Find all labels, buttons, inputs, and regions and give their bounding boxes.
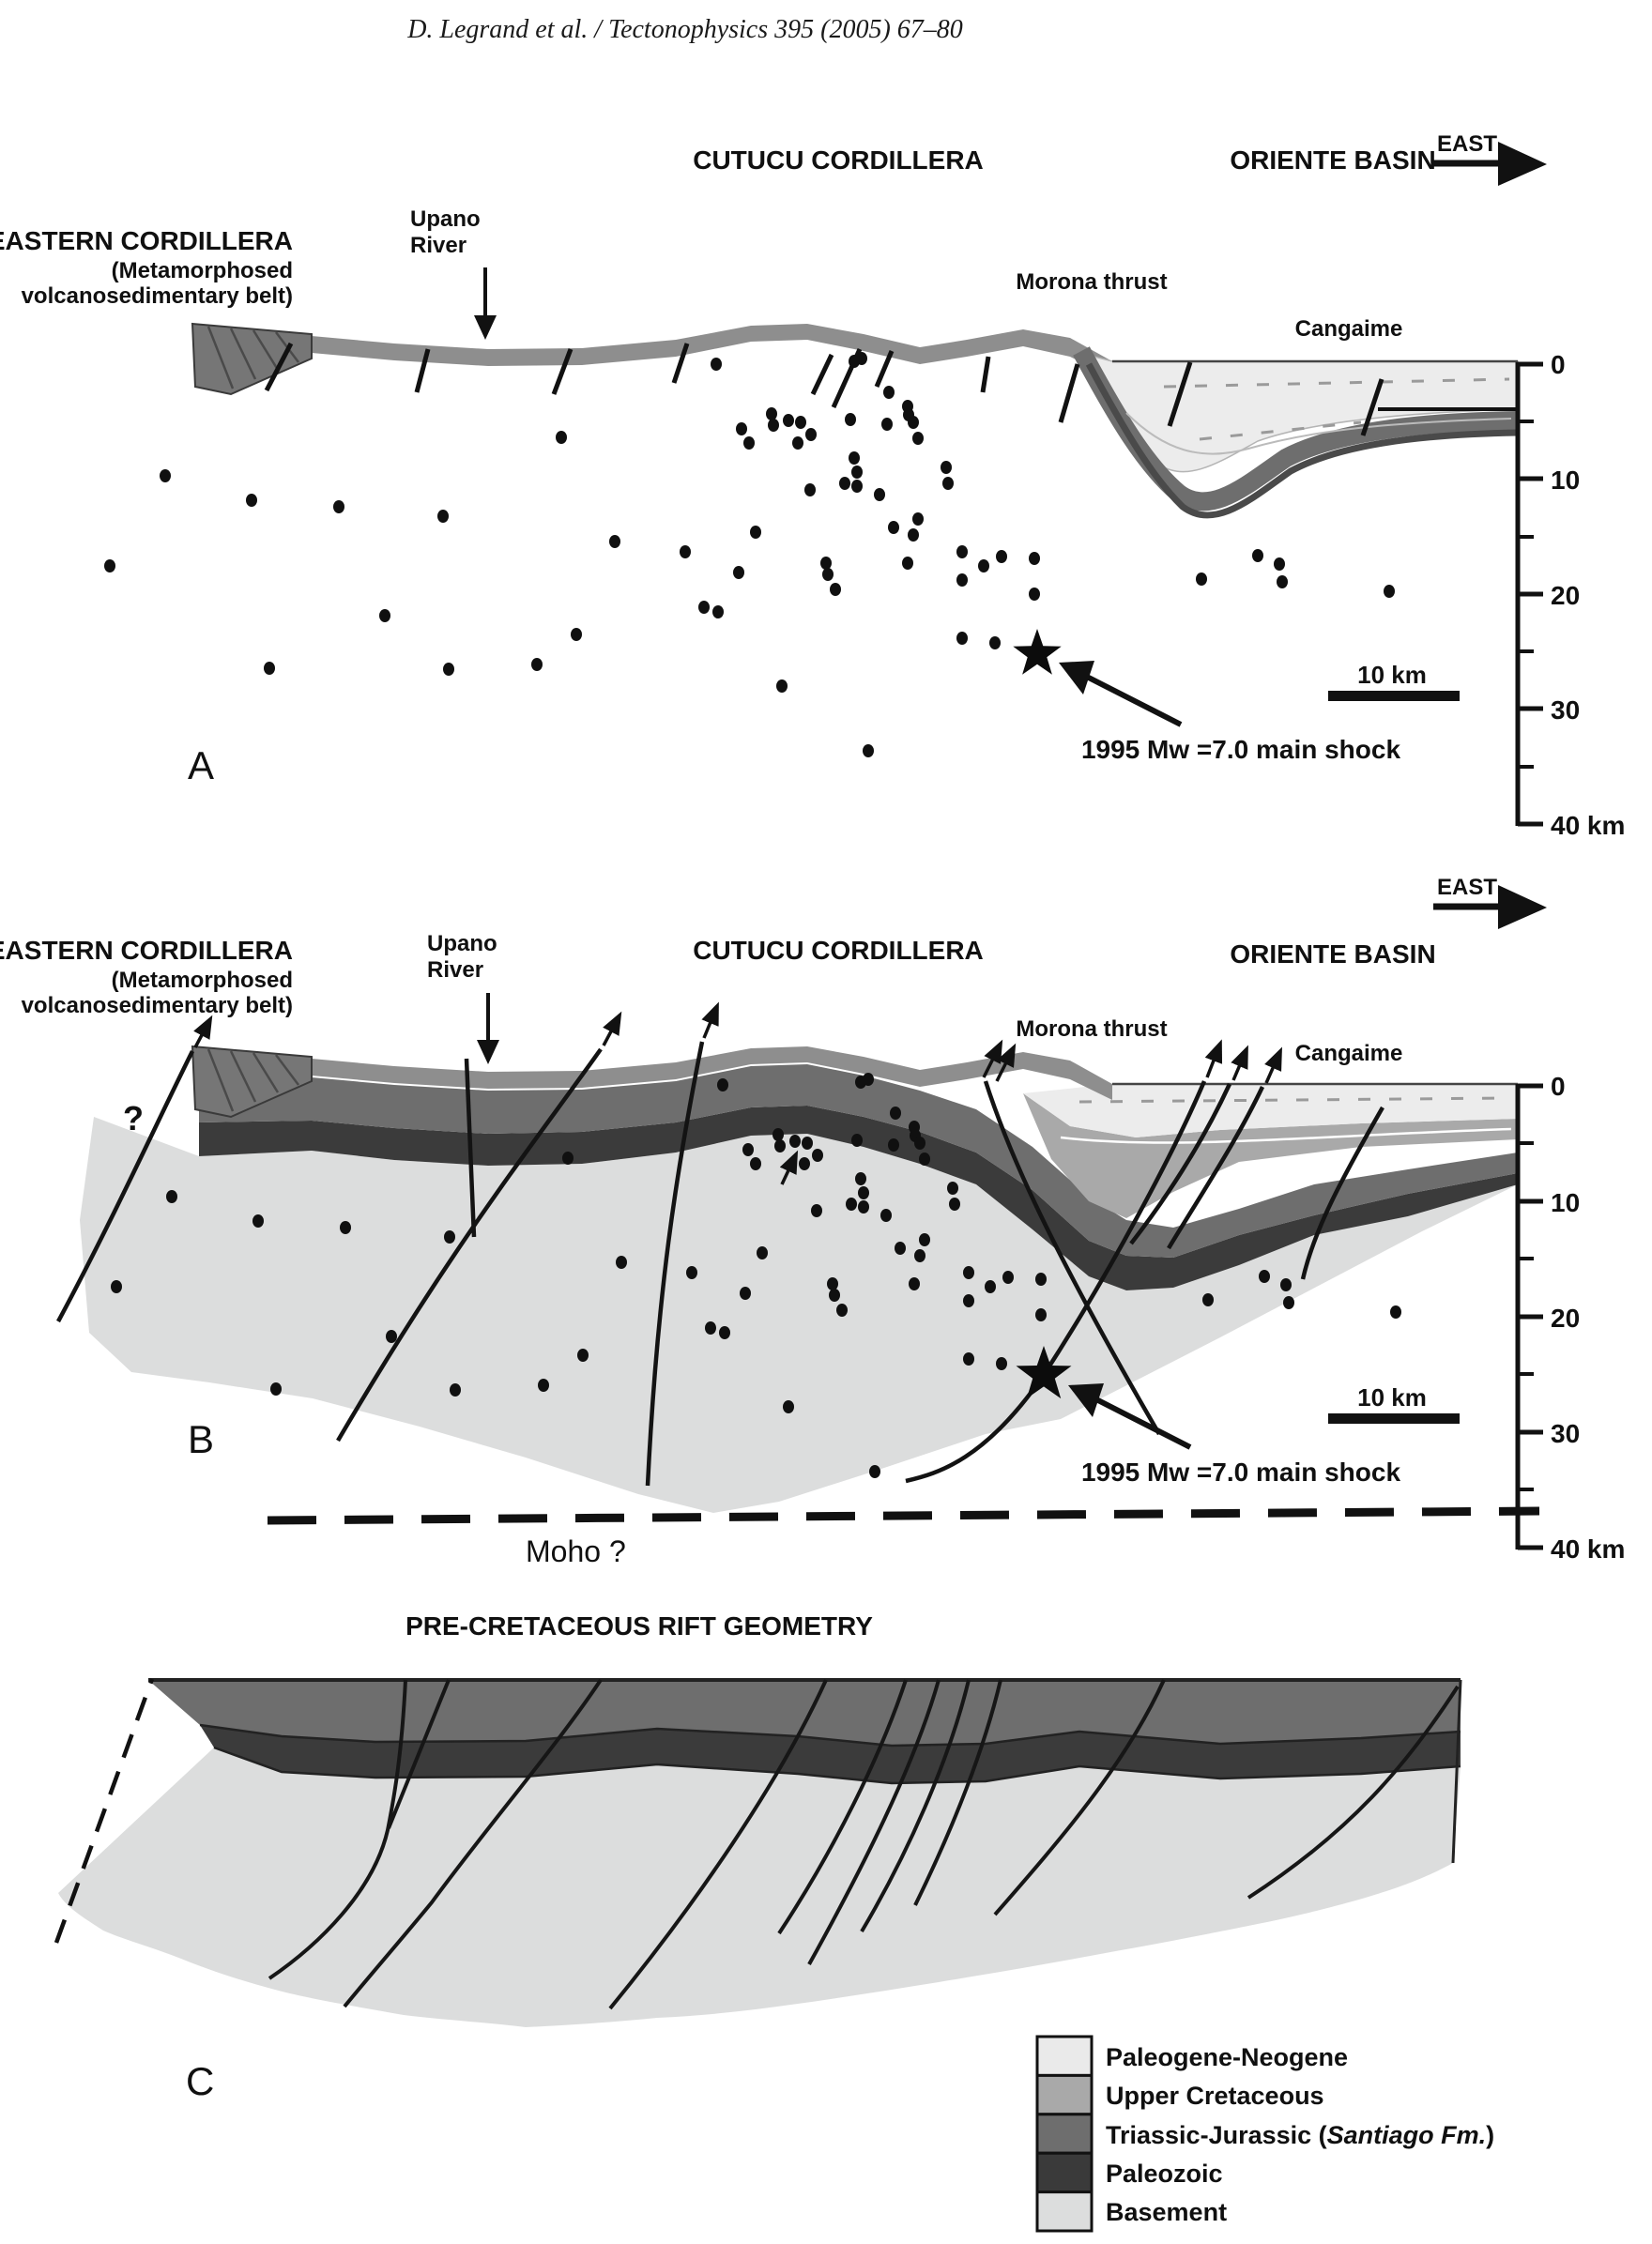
metamorphic-belt-block-b	[191, 1045, 313, 1119]
cangaime-label-a: Cangaime	[1295, 316, 1403, 342]
stratigraphy-legend: Paleogene-Neogene Upper Cretaceous Trias…	[1035, 2035, 1494, 2233]
fault-motion-arrows-b	[193, 1001, 1282, 1185]
legend-label-triassic-jurassic: Triassic-Jurassic (Santiago Fm.)	[1106, 2121, 1494, 2149]
cutucu-label-a: CUTUCU CORDILLERA	[693, 145, 984, 175]
upano-river-label-b: Upano	[427, 931, 497, 956]
depth-axis-labels-a: 0 10 20 30 40 km	[1551, 350, 1625, 840]
legend-label-paleogene: Paleogene-Neogene	[1106, 2043, 1348, 2071]
upano-arrow-head-icon	[474, 315, 497, 340]
oriente-label-a: ORIENTE BASIN	[1230, 145, 1435, 175]
hypocenter-dots-b	[111, 1073, 1401, 1478]
svg-text:volcanosedimentary belt): volcanosedimentary belt)	[22, 993, 293, 1018]
mainshock-label-b: 1995 Mw =7.0 main shock	[1081, 1458, 1400, 1487]
mainshock-star-a	[1013, 629, 1062, 675]
svg-text:0: 0	[1551, 1072, 1566, 1101]
eroded-edge-dashed-line	[54, 1678, 155, 1944]
eastern-cordillera-label-b: EASTERN CORDILLERA	[0, 936, 293, 965]
moho-line	[267, 1506, 1540, 1525]
legend-label-upper-cretaceous: Upper Cretaceous	[1106, 2082, 1324, 2110]
mainshock-arrow-b	[1089, 1394, 1192, 1450]
upano-arrow-head-icon	[477, 1040, 499, 1064]
panel-letter-a: A	[188, 743, 214, 787]
basement-body-b	[80, 1117, 1518, 1513]
triassic-jurassic-band-c	[148, 1680, 1461, 1746]
surface-profile-b	[199, 1046, 1112, 1100]
svg-text:10: 10	[1551, 466, 1580, 495]
faults-c	[268, 1678, 1460, 2010]
scalebar-a	[1328, 691, 1460, 701]
depth-axis-a	[1515, 361, 1543, 827]
morona-thrust-label-a: Morona thrust	[1016, 269, 1167, 295]
fault-ticks-a	[264, 342, 1384, 436]
paleozoic-band-c	[200, 1725, 1461, 1783]
question-mark-b: ?	[123, 1099, 144, 1137]
mainshock-arrow-head-icon	[1059, 661, 1094, 695]
faults-b	[56, 1041, 1384, 1487]
panel-letter-b: B	[188, 1417, 214, 1461]
depth-axis-labels-b: 0 10 20 30 40 km	[1551, 1072, 1625, 1564]
metamorphic-belt-block-a	[191, 322, 313, 396]
legend-swatch-triassic-jurassic	[1035, 2113, 1094, 2155]
mainshock-arrow-head-icon	[1068, 1383, 1104, 1417]
scalebar-label-a: 10 km	[1357, 661, 1427, 689]
oriente-basin-strata-b	[1023, 1082, 1518, 1218]
svg-text:0: 0	[1551, 350, 1566, 379]
panel-b: EAST EASTERN CORDILLERA (Metamorphosed v…	[0, 875, 1625, 1568]
mainshock-label-a: 1995 Mw =7.0 main shock	[1081, 735, 1400, 764]
svg-text:River: River	[427, 957, 483, 983]
svg-text:10: 10	[1551, 1188, 1580, 1217]
cutucu-label-b: CUTUCU CORDILLERA	[693, 936, 984, 965]
east-arrow-head-icon	[1498, 885, 1547, 929]
legend-swatch-basement	[1035, 2191, 1094, 2233]
eastern-cordillera-label-a: EASTERN CORDILLERA	[0, 226, 293, 255]
triassic-jurassic-band-b	[199, 1064, 1518, 1258]
panel-a: EAST EASTERN CORDILLERA (Metamorphosed v…	[0, 131, 1625, 840]
basement-body-c	[58, 1748, 1461, 2027]
oriente-label-b: ORIENTE BASIN	[1230, 939, 1435, 969]
mainshock-arrow-a	[1079, 671, 1183, 727]
morona-thrust-label-b: Morona thrust	[1016, 1016, 1167, 1042]
moho-label: Moho ?	[526, 1534, 626, 1568]
oriente-basin-strata-a	[1073, 346, 1519, 519]
svg-text:River: River	[410, 233, 467, 258]
svg-text:(Metamorphosed: (Metamorphosed	[112, 968, 293, 993]
upano-river-label-a: Upano	[410, 206, 481, 232]
legend-label-paleozoic: Paleozoic	[1106, 2160, 1223, 2188]
cangaime-label-b: Cangaime	[1295, 1041, 1403, 1066]
surface-profile-a	[199, 324, 1112, 377]
svg-text:30: 30	[1551, 695, 1580, 725]
paper-citation: D. Legrand et al. / Tectonophysics 395 (…	[406, 15, 963, 44]
scalebar-b	[1328, 1413, 1460, 1424]
mainshock-star-b	[1016, 1346, 1072, 1399]
legend-swatch-paleogene	[1035, 2035, 1094, 2077]
svg-text:volcanosedimentary belt): volcanosedimentary belt)	[22, 283, 293, 309]
legend-swatch-upper-cretaceous	[1035, 2073, 1094, 2116]
svg-text:40 km: 40 km	[1551, 811, 1625, 840]
depth-axis-b	[1515, 1083, 1543, 1550]
panel-letter-c: C	[186, 2059, 214, 2103]
east-label-b: EAST	[1437, 875, 1497, 900]
legend-swatch-paleozoic	[1035, 2151, 1094, 2194]
legend-label-basement: Basement	[1106, 2198, 1227, 2226]
east-arrow-head-icon	[1498, 142, 1547, 186]
hypocenter-dots-a	[104, 352, 1395, 757]
svg-text:40 km: 40 km	[1551, 1534, 1625, 1564]
panel-c-title: PRE-CRETACEOUS RIFT GEOMETRY	[405, 1611, 873, 1641]
svg-text:20: 20	[1551, 1304, 1580, 1333]
east-label-a: EAST	[1437, 131, 1497, 157]
svg-text:20: 20	[1551, 581, 1580, 610]
scalebar-label-b: 10 km	[1357, 1383, 1427, 1412]
panel-c: PRE-CRETACEOUS RIFT GEOMETRY C	[54, 1611, 1462, 2103]
svg-text:(Metamorphosed: (Metamorphosed	[112, 258, 293, 283]
svg-text:30: 30	[1551, 1419, 1580, 1448]
